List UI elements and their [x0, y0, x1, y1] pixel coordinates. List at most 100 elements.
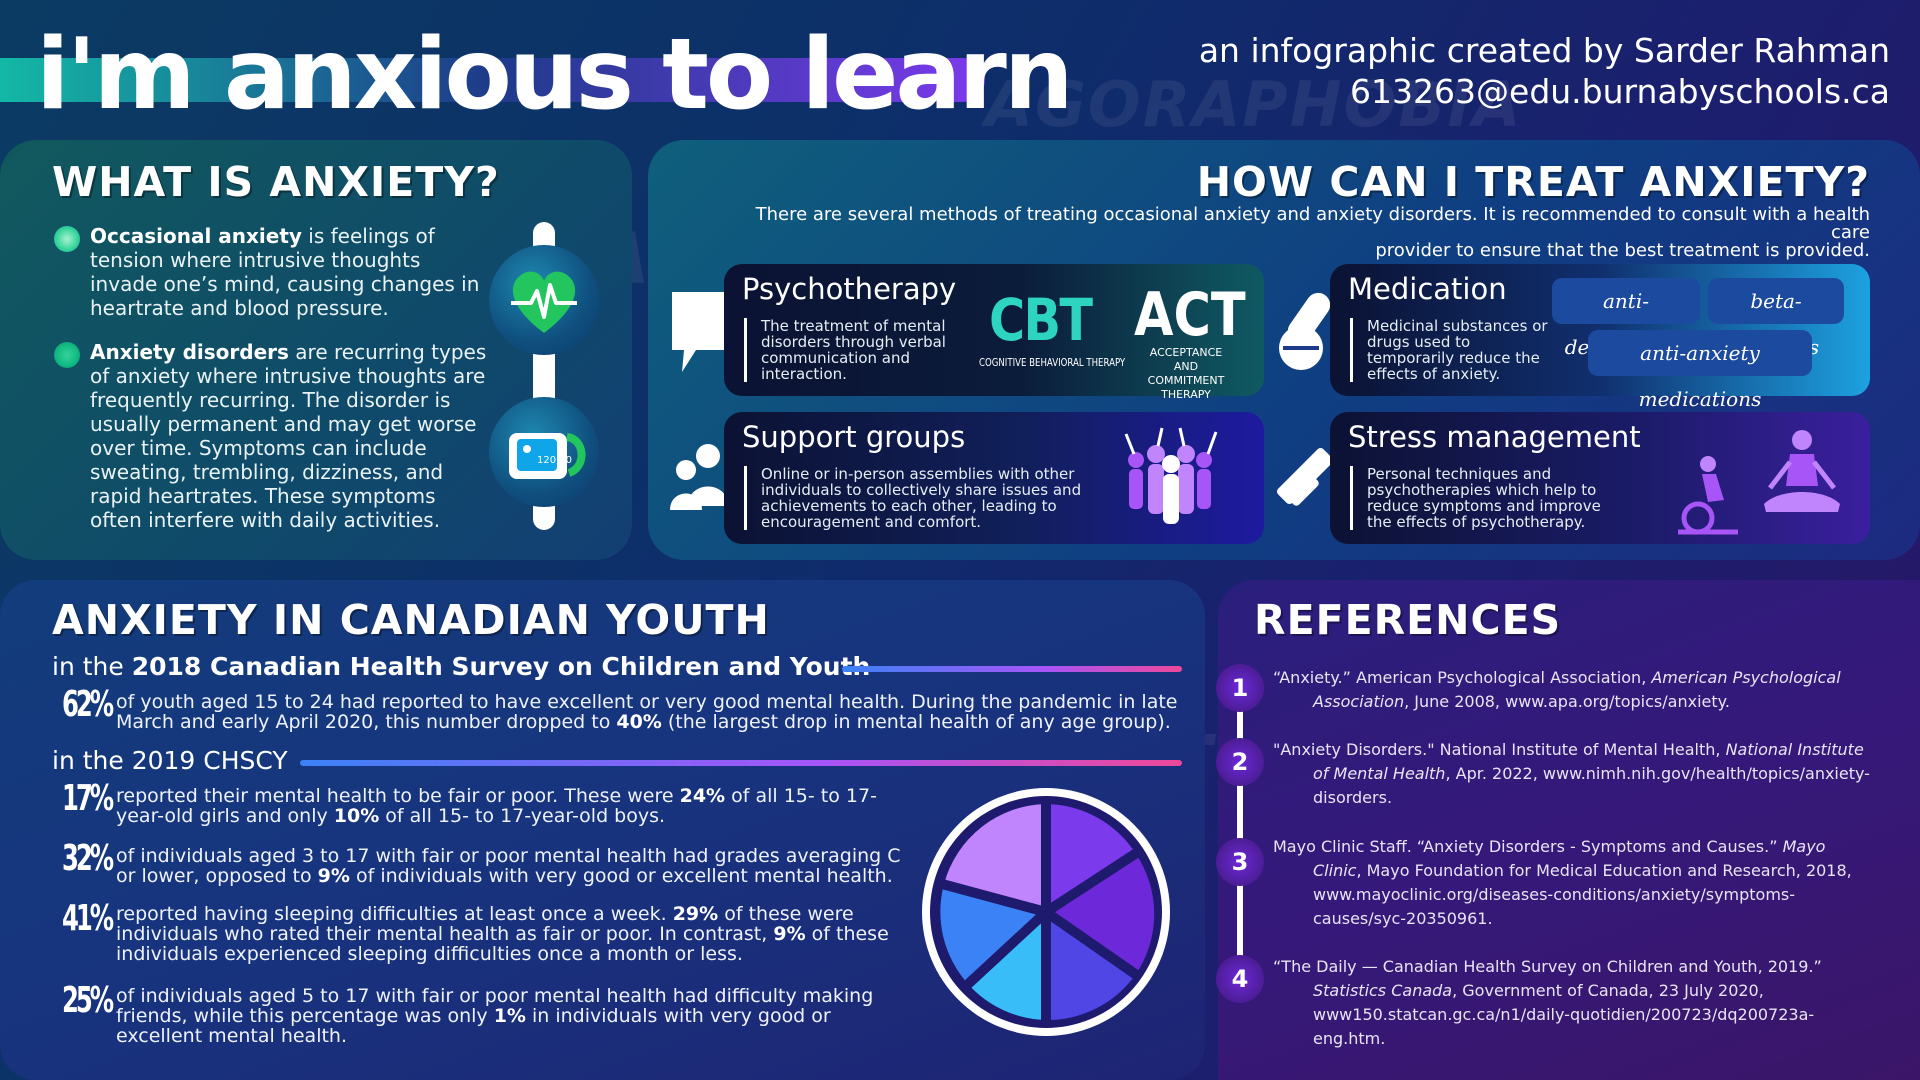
reference-text: , Government of Canada, 23 July 2020, ww…: [1313, 981, 1815, 1048]
blood-pressure-icon-badge: 120 80: [489, 397, 599, 507]
stress-management-text: Personal techniques and psychotherapies …: [1350, 466, 1610, 530]
stat-text-part: of youth aged 15 to 24 had reported to h…: [116, 691, 1178, 733]
reference-item: “Anxiety.” American Psychological Associ…: [1273, 666, 1873, 714]
stat-25-text: of individuals aged 5 to 17 with fair or…: [116, 986, 906, 1046]
psychotherapy-title: Psychotherapy: [742, 272, 957, 306]
reference-number: 1: [1216, 664, 1264, 712]
reference-item: Mayo Clinic Staff. “Anxiety Disorders - …: [1273, 835, 1873, 931]
treat-intro-line1: There are several methods of treating oc…: [755, 204, 1870, 243]
psychotherapy-card: Psychotherapy The treatment of mental di…: [724, 264, 1264, 401]
stat-percentage: 32%: [62, 838, 114, 879]
references-heading: REFERENCES: [1254, 596, 1562, 644]
crowd-cheering-icon: [1124, 427, 1218, 524]
reference-text: , June 2008, www.apa.org/topics/anxiety.: [1404, 692, 1730, 711]
medication-title: Medication: [1348, 272, 1507, 306]
dumbbell-icon: [1276, 447, 1334, 506]
medication-card: Medication Medicinal substances or drugs…: [1330, 264, 1870, 411]
stat-41-text: reported having sleeping difficulties at…: [116, 904, 906, 964]
stress-management-card: Stress management Personal techniques an…: [1330, 412, 1870, 544]
occasional-anxiety-paragraph: Occasional anxiety is feelings of tensio…: [90, 224, 490, 320]
watermark-agoraphobia: AGORAPHOBIA: [985, 68, 1523, 141]
stat-text-part: reported having sleeping difficulties at…: [116, 903, 673, 925]
medication-tag: anti-anxiety medications: [1588, 330, 1812, 411]
act-subtitle-line1: ACCEPTANCE AND: [1149, 346, 1223, 373]
stat-highlight: 29%: [672, 903, 719, 925]
references-timeline: [1237, 690, 1243, 980]
meditation-icon: [1764, 430, 1840, 512]
treat-heading: HOW CAN I TREAT ANXIETY?: [1196, 158, 1870, 206]
reference-source: Statistics Canada: [1313, 981, 1453, 1000]
anxiety-disorders-paragraph: Anxiety disorders are recurring types of…: [90, 340, 490, 532]
stat-percentage: 25%: [62, 980, 114, 1021]
psychotherapy-text: The treatment of mental disorders throug…: [744, 318, 964, 382]
occasional-anxiety-term: Occasional anxiety: [90, 224, 302, 248]
support-groups-title: Support groups: [742, 420, 966, 454]
medication-tag: anti-depressants: [1552, 278, 1700, 359]
monitor-reading: 120 80: [537, 455, 572, 466]
stat-percentage: 62%: [62, 684, 114, 725]
youth-heading: ANXIETY IN CANADIAN YOUTH: [52, 596, 770, 644]
credit-email: 613263@edu.burnabyschools.ca: [1350, 72, 1890, 111]
treat-intro-line2: provider to ensure that the best treatme…: [1375, 240, 1870, 261]
medication-tag: beta-blockers: [1708, 278, 1844, 359]
reference-text: "Anxiety Disorders." National Institute …: [1273, 740, 1726, 759]
stress-management-title: Stress management: [1348, 420, 1641, 454]
survey-2018-heading: in the 2018 Canadian Health Survey on Ch…: [52, 652, 870, 681]
bullet-dot: [54, 342, 80, 368]
bullet-dot: [54, 226, 80, 252]
survey-2019-heading: in the 2019 CHSCY: [52, 746, 288, 775]
pill-icon: [1279, 292, 1331, 370]
blood-pressure-monitor-icon: 120 80: [509, 433, 586, 479]
reference-text: Mayo Clinic Staff. “Anxiety Disorders - …: [1273, 837, 1783, 856]
references-panel: REFERENCES: [1218, 580, 1920, 1080]
credit-author: an infographic created by Sarder Rahman: [1198, 31, 1890, 70]
speech-bubble-icon: [672, 292, 726, 372]
stat-text-part: reported their mental health to be fair …: [116, 785, 680, 807]
survey-2018-prefix: in the: [52, 652, 132, 681]
cbt-subtitle: COGNITIVE BEHAVIORAL THERAPY: [979, 356, 1126, 369]
anxiety-disorders-text: are recurring types of anxiety where int…: [90, 340, 487, 532]
support-groups-text: Online or in-person assemblies with othe…: [744, 466, 1084, 530]
act-logo: ACT: [1134, 280, 1246, 350]
title-underline-bar: [0, 58, 985, 102]
act-subtitle-line2: COMMITMENT THERAPY: [1147, 374, 1225, 401]
reference-source: American Psychological Association: [1313, 668, 1841, 711]
stat-highlight: 1%: [493, 1005, 526, 1027]
medication-text: Medicinal substances or drugs used to te…: [1350, 318, 1550, 382]
reference-text: “The Daily — Canadian Health Survey on C…: [1273, 957, 1822, 976]
what-is-anxiety-panel: WHAT IS ANXIETY? Occasional anxiety is f…: [0, 140, 632, 560]
stat-32-text: of individuals aged 3 to 17 with fair or…: [116, 846, 906, 886]
reference-number: 2: [1216, 738, 1264, 786]
stat-text-part: in individuals with very good or excelle…: [116, 1005, 831, 1047]
survey-2018-divider: [842, 666, 1182, 672]
stat-highlight: 9%: [773, 923, 806, 945]
stat-text-part: of these were individuals who rated thei…: [116, 903, 854, 945]
stat-text-part: (the largest drop in mental health of an…: [661, 711, 1171, 733]
exercise-bike-icon: [1678, 456, 1738, 535]
credit-block: an infographic created by Sarder Rahman …: [1199, 30, 1890, 112]
reference-item: “The Daily — Canadian Health Survey on C…: [1273, 955, 1873, 1051]
reference-number: 4: [1216, 955, 1264, 1003]
support-groups-card: Support groups Online or in-person assem…: [724, 412, 1264, 544]
cbt-logo: CBT: [989, 286, 1093, 354]
stat-highlight: 10%: [333, 805, 380, 827]
reference-text: , Mayo Foundation for Medical Education …: [1313, 861, 1852, 928]
act-subtitle: ACCEPTANCE AND COMMITMENT THERAPY: [1136, 346, 1236, 402]
stat-highlight: 40%: [616, 711, 662, 733]
treat-intro: There are several methods of treating oc…: [720, 206, 1870, 260]
stat-text-part: of all 15- to 17-year-old boys.: [379, 805, 666, 827]
what-heading: WHAT IS ANXIETY?: [52, 158, 500, 206]
reference-source: Mayo Clinic: [1313, 837, 1826, 880]
heartbeat-icon: [511, 271, 577, 333]
decorative-pie-graphic: [922, 788, 1170, 1036]
stat-percentage: 17%: [62, 778, 114, 819]
reference-text: , Apr. 2022, www.nimh.nih.gov/health/top…: [1313, 764, 1870, 807]
stat-highlight: 24%: [679, 785, 726, 807]
stat-text-part: of individuals aged 3 to 17 with fair or…: [116, 845, 901, 887]
people-group-icon: [670, 444, 728, 510]
stat-text-part: of individuals with very good or excelle…: [349, 865, 893, 887]
stat-17-text: reported their mental health to be fair …: [116, 786, 906, 826]
heart-icon-badge: [489, 245, 599, 355]
survey-2019-divider: [300, 760, 1182, 766]
stat-text-part: of all 15- to 17-year-old girls and only: [116, 785, 877, 827]
